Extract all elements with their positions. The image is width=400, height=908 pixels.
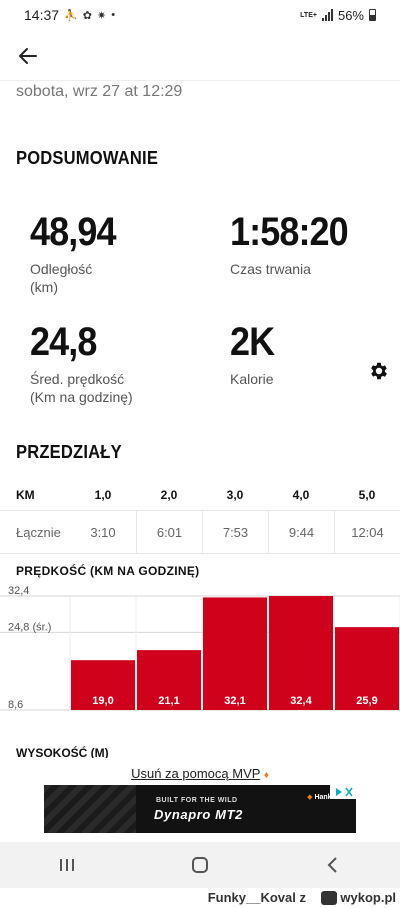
status-left: 14:37 ⛹ ✿ ✷ •	[24, 7, 115, 23]
km-mark: 3,0	[226, 488, 244, 502]
system-nav-bar	[0, 842, 400, 888]
bar-value-label: 32,4	[290, 695, 312, 707]
splits-settings-button[interactable]	[368, 360, 390, 382]
bar-value-label: 32,1	[224, 695, 245, 707]
cumulative-time: 6:01	[136, 511, 202, 553]
elevation-title: WYSOKOŚĆ (M)	[16, 746, 109, 760]
stat-label-line: (Km na godzinę)	[30, 389, 133, 405]
app-header	[0, 38, 400, 78]
tire-image	[44, 785, 136, 833]
ad-brand-logo: ◆ Hankook	[307, 793, 344, 801]
stat-value: 1:58:20	[230, 210, 349, 254]
bar-value-label: 21,1	[158, 695, 179, 707]
recent-apps-button[interactable]	[47, 845, 87, 885]
stat-duration: 1:58:20 Czas trwania	[230, 210, 400, 278]
activity-date: sobota, wrz 27 at 12:29	[16, 83, 183, 100]
more-notifications-icon: •	[111, 9, 116, 21]
stat-label: Śred. prędkość (Km na godzinę)	[30, 370, 210, 406]
flame-icon: ♦	[263, 770, 269, 781]
back-nav-button[interactable]	[313, 845, 353, 885]
y-tick-label: 32,4	[8, 586, 29, 597]
watermark-logo: wykop.pl	[321, 890, 396, 905]
network-type: LTE+	[300, 11, 317, 19]
speed-bar	[203, 597, 267, 710]
ad-tagline: BUILT FOR THE WILD	[156, 797, 238, 804]
ad-choices-icon[interactable]	[330, 785, 356, 799]
remove-ads-text: Usuń za pomocą MVP	[131, 766, 261, 781]
stat-label-line: Czas trwania	[230, 261, 311, 277]
ad-area: Usuń za pomocą MVP ♦ BUILT FOR THE WILD …	[0, 758, 400, 842]
battery-percent: 56%	[337, 7, 364, 23]
speed-chart: 32,4 24,8 (śr.) 8,6 19,0 21,1 32,1 32,4 25,9	[0, 586, 400, 711]
ad-product: Dynapro MT2	[154, 807, 243, 822]
watermark-user: Funky__Koval z	[207, 890, 306, 905]
stat-label-line: Kalorie	[230, 371, 274, 387]
km-mark: 4,0	[292, 488, 310, 502]
speed-bar	[71, 660, 135, 710]
notification-icon: ✿	[82, 9, 92, 22]
km-mark: 1,0	[94, 488, 112, 502]
stat-value: 48,94	[30, 210, 116, 254]
battery-icon	[369, 9, 376, 21]
stat-value: 24,8	[30, 320, 97, 364]
y-tick-label: 8,6	[8, 699, 23, 711]
stat-label: Odległość (km)	[30, 260, 210, 296]
km-mark: 5,0	[358, 488, 376, 502]
signal-icon	[321, 9, 333, 21]
back-button[interactable]	[14, 42, 42, 70]
splits-unit-header: KM	[16, 488, 35, 502]
bar-value-label: 19,0	[92, 695, 113, 707]
y-tick-label: 24,8 (śr.)	[8, 621, 51, 633]
chevron-left-icon	[327, 857, 338, 873]
ad-banner[interactable]: BUILT FOR THE WILD Dynapro MT2 ◆ Hankook	[44, 785, 356, 833]
settings-notification-icon: ✷	[96, 9, 107, 22]
splits-row-label: Łącznie	[16, 524, 61, 540]
home-button[interactable]	[180, 845, 220, 885]
stat-distance: 48,94 Odległość (km)	[30, 210, 210, 296]
bar-value-label: 25,9	[356, 695, 377, 707]
splits-cumulative-row: Łącznie 3:10 6:01 7:53 9:44 12:04	[0, 510, 400, 554]
gear-icon	[371, 362, 387, 380]
wykop-logo-icon	[321, 890, 338, 905]
splits-table: KM 1,0 2,0 3,0 4,0 5,0 Łącznie 3:10 6:01…	[0, 480, 400, 554]
stat-calories: 2K Kalorie	[230, 320, 400, 388]
cumulative-time: 9:44	[268, 511, 334, 553]
stat-label-line: (km)	[30, 279, 58, 295]
back-arrow-icon	[19, 48, 37, 64]
watermark: Funky__Koval z wykop.pl	[0, 888, 400, 908]
remove-ads-link[interactable]: Usuń za pomocą MVP ♦	[0, 766, 400, 781]
speed-bar	[137, 650, 201, 710]
status-time: 14:37	[24, 7, 60, 23]
speed-chart-title: PRĘDKOŚĆ (KM NA GODZINĘ)	[16, 564, 200, 578]
stat-label-line: Odległość	[30, 261, 93, 277]
stat-label: Czas trwania	[230, 260, 400, 278]
cumulative-time: 12:04	[334, 511, 400, 553]
speed-bar	[269, 596, 333, 710]
stat-label: Kalorie	[230, 370, 400, 388]
cumulative-time: 3:10	[90, 524, 116, 540]
cumulative-time: 7:53	[202, 511, 268, 553]
status-bar: 14:37 ⛹ ✿ ✷ • LTE+ 56%	[0, 0, 400, 30]
activity-content[interactable]: sobota, wrz 27 at 12:29 PODSUMOWANIE 48,…	[0, 80, 400, 760]
running-icon: ⛹	[64, 9, 78, 22]
ad-brand-text: Hankook	[314, 794, 344, 801]
speed-bar	[335, 627, 399, 710]
summary-title: PODSUMOWANIE	[16, 148, 159, 168]
splits-header-row: KM 1,0 2,0 3,0 4,0 5,0	[0, 480, 400, 510]
stat-value: 2K	[230, 320, 275, 364]
splits-title: PRZEDZIAŁY	[16, 442, 122, 462]
watermark-site: wykop.pl	[340, 890, 396, 905]
status-right: LTE+ 56%	[300, 8, 376, 23]
header-divider	[0, 80, 400, 81]
recent-apps-icon	[59, 859, 74, 871]
stat-avg-speed: 24,8 Śred. prędkość (Km na godzinę)	[30, 320, 210, 406]
km-mark: 2,0	[160, 488, 178, 502]
stat-label-line: Śred. prędkość	[30, 371, 125, 387]
home-icon	[191, 857, 208, 873]
